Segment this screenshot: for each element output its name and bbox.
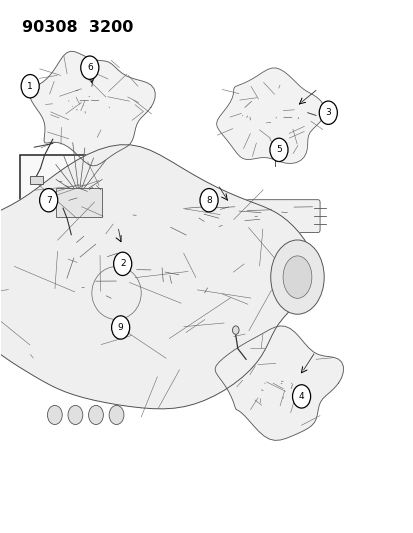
Text: 8: 8 (206, 196, 211, 205)
FancyBboxPatch shape (184, 200, 319, 232)
Text: 1: 1 (27, 82, 33, 91)
Bar (56, 188, 102, 217)
Text: 90308  3200: 90308 3200 (22, 20, 133, 35)
Circle shape (88, 406, 103, 424)
Text: 6: 6 (87, 63, 93, 72)
Ellipse shape (282, 256, 311, 298)
Text: 5: 5 (275, 146, 281, 155)
Text: 7: 7 (46, 196, 52, 205)
Bar (20, 155, 143, 237)
Circle shape (81, 56, 99, 79)
Text: 9: 9 (117, 323, 123, 332)
Polygon shape (216, 68, 324, 164)
Circle shape (40, 189, 57, 212)
Circle shape (21, 75, 39, 98)
Circle shape (269, 138, 287, 161)
Circle shape (112, 316, 129, 339)
Circle shape (292, 385, 310, 408)
Polygon shape (0, 145, 313, 409)
Circle shape (199, 189, 218, 212)
Circle shape (114, 252, 131, 276)
Text: 4: 4 (298, 392, 304, 401)
Circle shape (47, 406, 62, 424)
Circle shape (318, 101, 337, 124)
Ellipse shape (270, 240, 323, 314)
Bar (30, 176, 43, 184)
Circle shape (109, 406, 123, 424)
Circle shape (68, 406, 83, 424)
Polygon shape (215, 326, 342, 440)
Circle shape (232, 326, 238, 334)
Text: 3: 3 (325, 108, 330, 117)
Polygon shape (29, 51, 155, 166)
Text: 2: 2 (120, 260, 125, 268)
